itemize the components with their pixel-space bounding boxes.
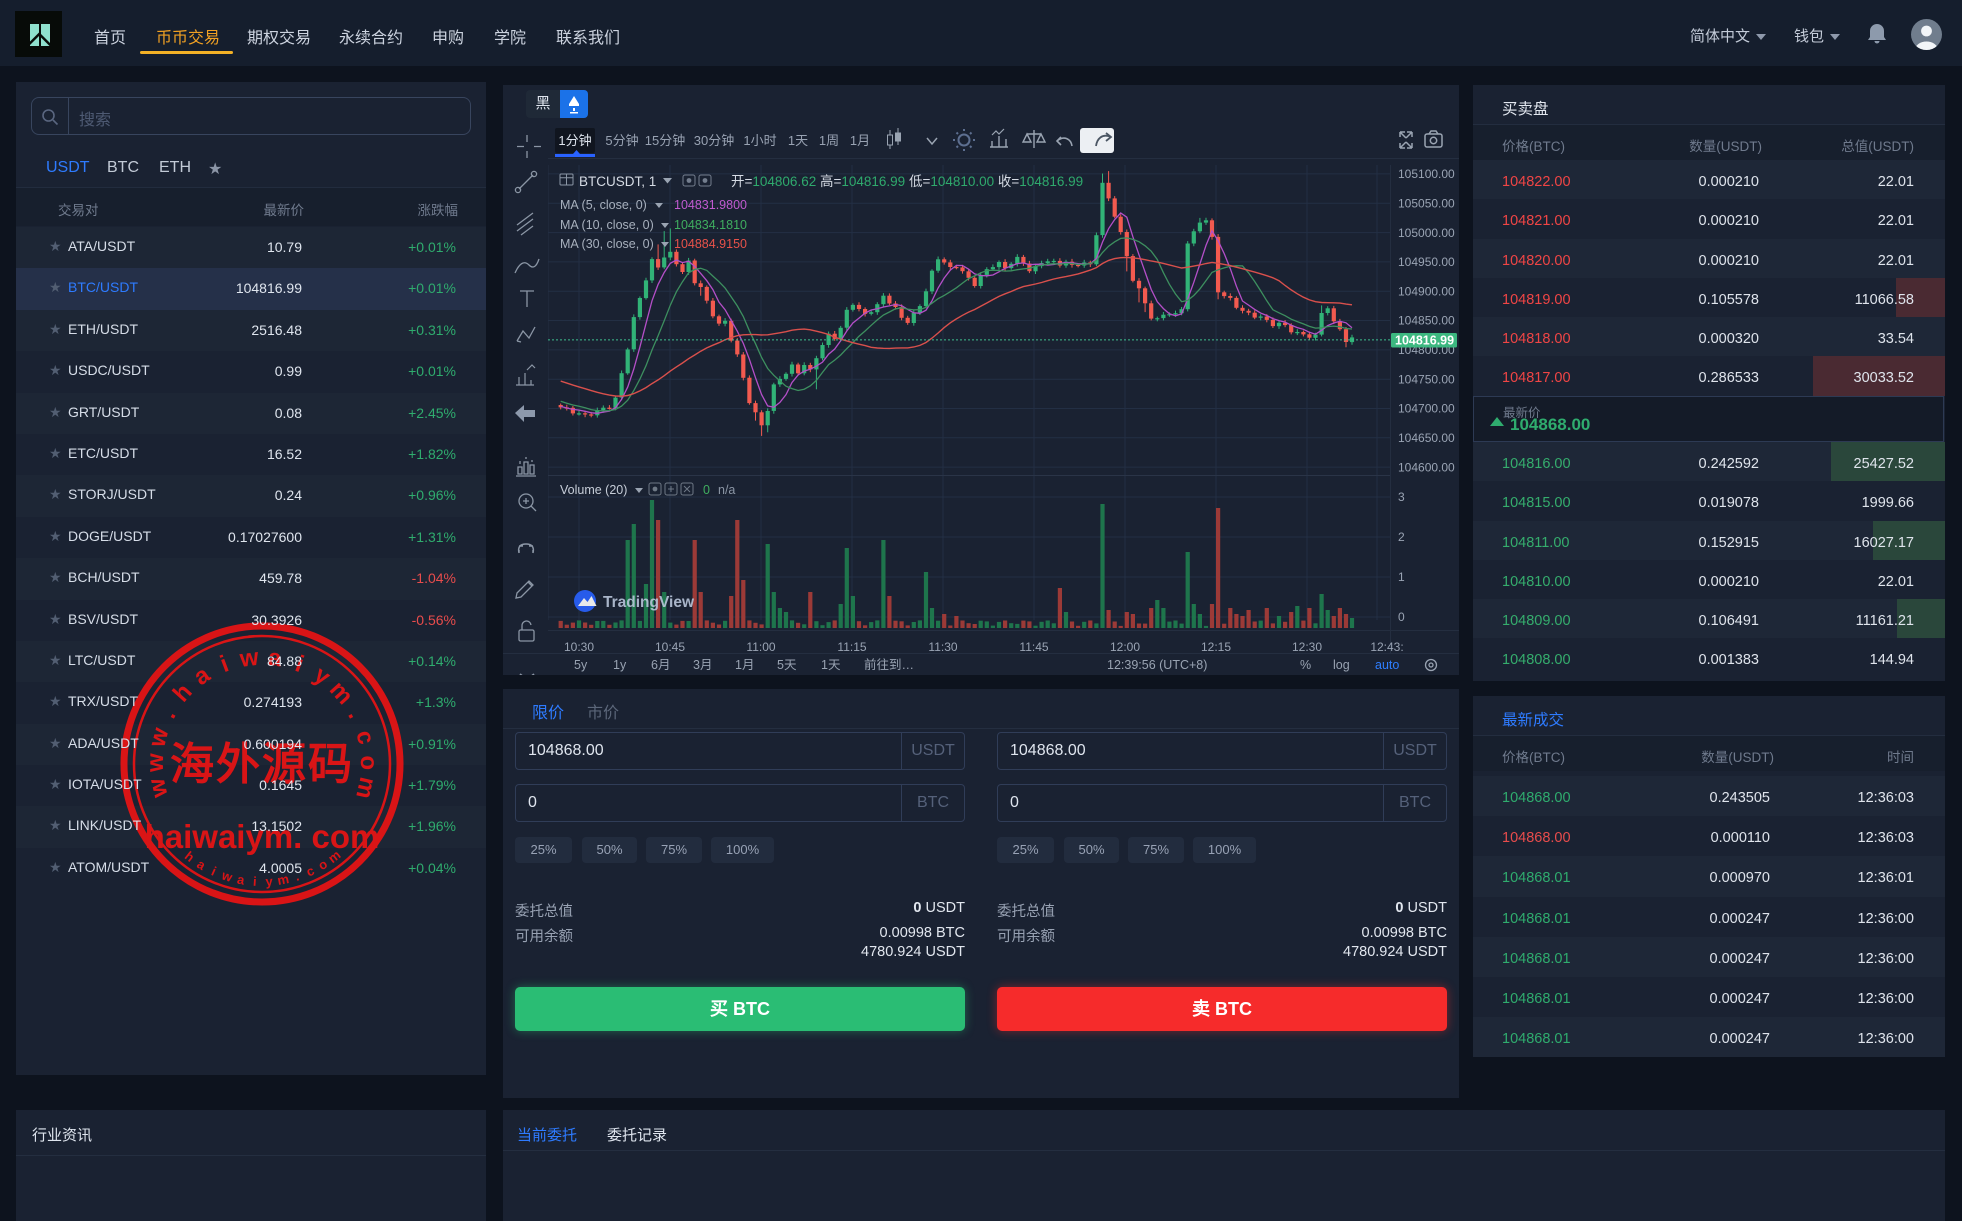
- svg-text:w: w: [219, 867, 235, 885]
- svg-text:auto: auto: [1375, 658, 1399, 672]
- svg-text:h: h: [168, 678, 198, 707]
- svg-text:n/a: n/a: [718, 483, 735, 497]
- svg-text:11:30: 11:30: [928, 640, 957, 654]
- svg-text:104950.00: 104950.00: [1398, 255, 1455, 269]
- svg-text:104884.9150: 104884.9150: [674, 237, 747, 251]
- svg-text:1y: 1y: [613, 658, 627, 672]
- svg-text:1天: 1天: [821, 658, 841, 672]
- svg-text:104600.00: 104600.00: [1398, 460, 1455, 474]
- svg-text:12:43:: 12:43:: [1370, 640, 1403, 654]
- svg-text:.: .: [342, 704, 369, 723]
- svg-text:15分钟: 15分钟: [645, 133, 685, 148]
- svg-text:12:39:56 (UTC+8): 12:39:56 (UTC+8): [1107, 658, 1207, 672]
- svg-text:%: %: [1300, 658, 1311, 672]
- svg-text:a: a: [267, 644, 284, 672]
- svg-text:MA (30, close, 0): MA (30, close, 0): [560, 237, 654, 251]
- svg-text:104900.00: 104900.00: [1398, 284, 1455, 298]
- svg-text:a: a: [189, 661, 216, 691]
- svg-text:BTCUSDT, 1: BTCUSDT, 1: [579, 174, 656, 189]
- svg-text:TradingView: TradingView: [603, 594, 695, 611]
- svg-text:11:45: 11:45: [1019, 640, 1048, 654]
- svg-text:i: i: [253, 874, 258, 889]
- svg-text:a: a: [236, 872, 247, 888]
- svg-text:1月: 1月: [735, 658, 754, 672]
- svg-text:12:00: 12:00: [1110, 640, 1140, 654]
- svg-text:MA (10, close, 0): MA (10, close, 0): [560, 218, 654, 232]
- svg-text:1: 1: [1398, 570, 1405, 584]
- svg-text:1分钟: 1分钟: [558, 133, 591, 148]
- svg-text:11:15: 11:15: [837, 640, 866, 654]
- svg-text:104834.1810: 104834.1810: [674, 218, 747, 232]
- svg-text:105050.00: 105050.00: [1398, 196, 1455, 210]
- svg-text:1周: 1周: [819, 133, 839, 148]
- svg-text:前往到…: 前往到…: [864, 657, 914, 672]
- svg-text:11:00: 11:00: [746, 640, 775, 654]
- svg-text:m: m: [276, 871, 290, 888]
- svg-text:104831.9800: 104831.9800: [674, 198, 747, 212]
- svg-text:104850.00: 104850.00: [1398, 314, 1455, 328]
- svg-text:MA (5, close, 0): MA (5, close, 0): [560, 198, 647, 212]
- svg-text:1月: 1月: [850, 133, 870, 148]
- svg-text:10:45: 10:45: [655, 640, 685, 654]
- svg-text:a: a: [194, 856, 209, 873]
- svg-text:6月: 6月: [651, 658, 670, 672]
- svg-text:5天: 5天: [777, 658, 797, 672]
- svg-text:10:30: 10:30: [564, 640, 594, 654]
- svg-text:105000.00: 105000.00: [1398, 226, 1455, 240]
- svg-text:30分钟: 30分钟: [694, 133, 734, 148]
- svg-text:3: 3: [1398, 490, 1405, 504]
- svg-text:0: 0: [703, 483, 710, 497]
- svg-text:海外源码: 海外源码: [170, 740, 354, 789]
- svg-text:haiwaiym. com: haiwaiym. com: [145, 818, 380, 855]
- svg-text:1小时: 1小时: [743, 133, 776, 148]
- svg-text:104750.00: 104750.00: [1398, 372, 1455, 386]
- svg-text:y: y: [265, 874, 274, 889]
- svg-text:.: .: [155, 704, 182, 723]
- svg-text:开=104806.62 高=104816.99 低=10: 开=104806.62 高=104816.99 低=104810.00 收=10…: [731, 173, 1083, 189]
- svg-text:w: w: [142, 753, 169, 773]
- svg-text:log: log: [1333, 658, 1350, 672]
- svg-text:o: o: [355, 755, 382, 770]
- svg-text:i: i: [209, 864, 218, 879]
- svg-text:Volume (20): Volume (20): [560, 483, 627, 497]
- svg-text:104700.00: 104700.00: [1398, 402, 1455, 416]
- svg-text:3月: 3月: [693, 658, 712, 672]
- svg-text:104816.99: 104816.99: [1395, 334, 1454, 348]
- svg-text:2: 2: [1398, 530, 1405, 544]
- svg-text:1天: 1天: [788, 133, 808, 148]
- svg-text:i: i: [217, 650, 233, 678]
- svg-text:5分钟: 5分钟: [605, 133, 638, 148]
- svg-text:12:30: 12:30: [1292, 640, 1322, 654]
- svg-text:m: m: [350, 775, 381, 802]
- svg-text:m: m: [324, 676, 358, 710]
- svg-text:5y: 5y: [574, 658, 588, 672]
- svg-text:105100.00: 105100.00: [1398, 167, 1455, 181]
- svg-text:104650.00: 104650.00: [1398, 431, 1455, 445]
- svg-text:.: .: [293, 869, 301, 884]
- svg-text:12:15: 12:15: [1201, 640, 1231, 654]
- svg-text:0: 0: [1398, 610, 1405, 624]
- svg-text:c: c: [304, 863, 317, 880]
- svg-text:w: w: [237, 644, 260, 673]
- svg-text:c: c: [350, 727, 379, 747]
